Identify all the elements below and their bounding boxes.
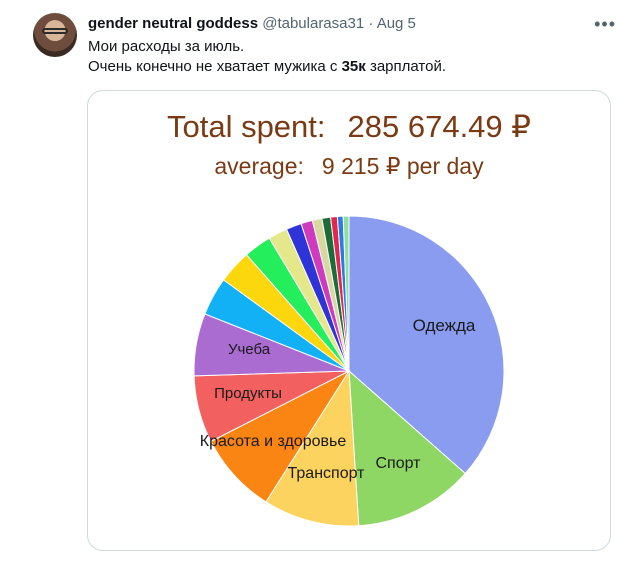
chart-title-value: 285 674.49 ₽: [347, 109, 532, 144]
tweet-line-2-start: Очень конечно не хватает мужика с: [88, 58, 342, 75]
chart-title-label: Total spent:: [166, 109, 326, 144]
tweet-date[interactable]: Aug 5: [376, 15, 416, 32]
pie-slice-label: Продукты: [214, 385, 282, 402]
chart-subtitle-value: 9 215 ₽ per day: [321, 153, 484, 179]
chart-subtitle-label: average:: [214, 153, 304, 179]
tweet-header: gender neutral goddess @tabularasa31 · A…: [88, 15, 580, 33]
chart-subtitle: average: 9 215 ₽ per day: [88, 153, 610, 180]
tweet-line-2-end: зарплатой.: [365, 58, 446, 75]
pie-slice-label: Спорт: [376, 455, 422, 472]
pie-chart: Одежда Спорт Транспорт Красота и здоровье Пр…: [193, 215, 505, 527]
tweet-line-2: Очень конечно не хватает мужика с 35к за…: [88, 57, 608, 77]
tweet-media-image[interactable]: Total spent: 285 674.49 ₽ average: 9 215 ₽…: [87, 90, 611, 551]
tweet-line-2-bold: 35к: [341, 58, 366, 75]
avatar-glasses: [42, 28, 68, 34]
pie-slice: [348, 369, 466, 527]
avatar[interactable]: [33, 13, 77, 57]
tweet-text: Мои расходы за июль. Очень конечно не хв…: [88, 37, 608, 77]
pie-slice-label: Транспорт: [288, 465, 366, 482]
pie-slice-label: Красота и здоровье: [200, 433, 347, 450]
separator-dot: ·: [368, 15, 374, 32]
pie-slice-label: Одежда: [413, 316, 476, 335]
pie-slice-label: Учеба: [228, 341, 271, 358]
pie-slice: [265, 369, 360, 527]
display-name[interactable]: gender neutral goddess: [88, 15, 259, 32]
user-handle[interactable]: @tabularasa31: [262, 15, 365, 32]
tweet-line-1: Мои расходы за июль.: [88, 38, 245, 55]
pie-slice: [342, 215, 350, 372]
chart-title: Total spent: 285 674.49 ₽: [88, 109, 610, 145]
pie-slice: [348, 215, 505, 475]
more-horizontal-icon[interactable]: •••: [594, 14, 616, 34]
